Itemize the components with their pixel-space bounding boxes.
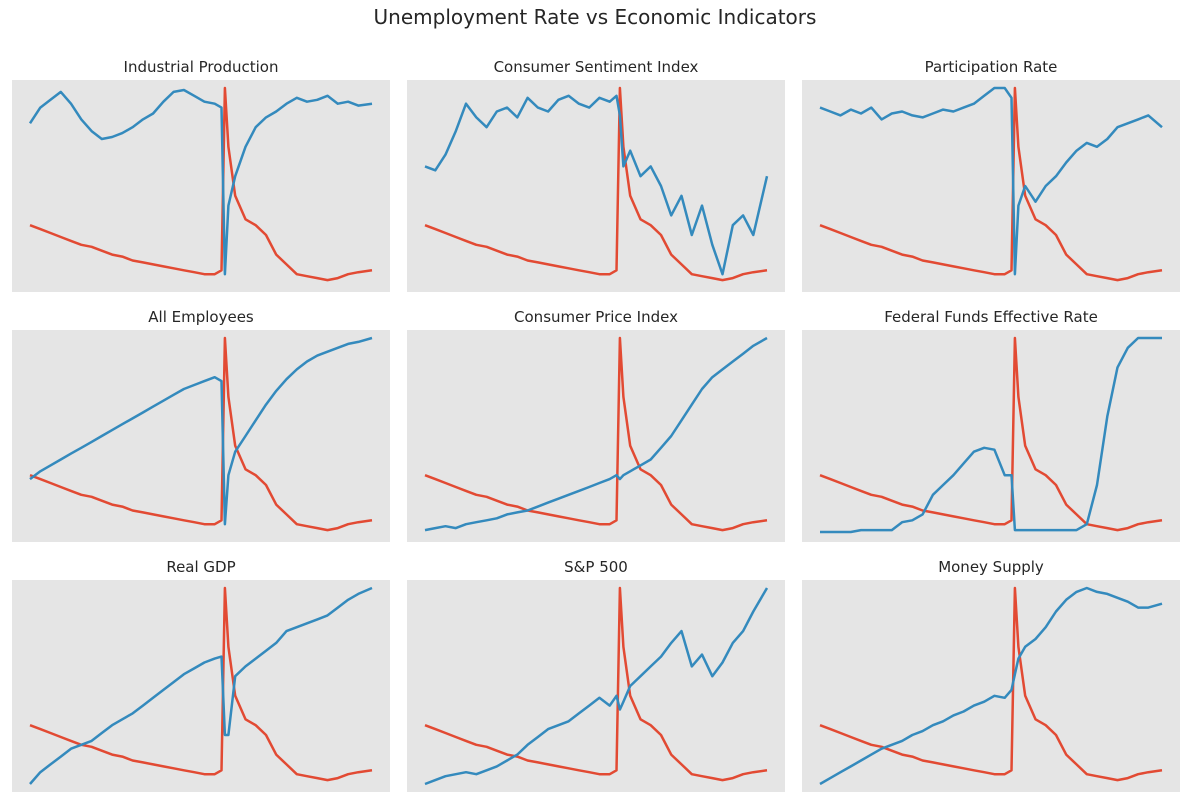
unemployment-line bbox=[29, 586, 373, 782]
panel-all-employees: All Employees bbox=[12, 308, 390, 542]
panel-title: Money Supply bbox=[938, 558, 1044, 576]
indicator-line bbox=[820, 336, 1162, 534]
panel-consumer-sentiment-index: Consumer Sentiment Index bbox=[407, 58, 785, 292]
unemployment-line bbox=[29, 86, 373, 282]
panel-title: Consumer Sentiment Index bbox=[494, 58, 699, 76]
figure-title: Unemployment Rate vs Economic Indicators bbox=[373, 5, 817, 29]
panel-title: Participation Rate bbox=[925, 58, 1058, 76]
unemployment-line bbox=[819, 336, 1163, 532]
panel-title: Real GDP bbox=[166, 558, 235, 576]
panel-background bbox=[802, 330, 1180, 542]
indicator-line bbox=[29, 336, 373, 526]
panel-background bbox=[12, 80, 390, 292]
indicator-line bbox=[29, 586, 373, 785]
panel-background bbox=[12, 330, 390, 542]
indicator-line bbox=[424, 336, 768, 532]
panel-consumer-price-index: Consumer Price Index bbox=[407, 308, 785, 542]
indicator-line bbox=[28, 88, 373, 276]
panel-background bbox=[802, 580, 1180, 792]
unemployment-line bbox=[424, 86, 768, 282]
unemployment-line bbox=[424, 336, 768, 532]
indicator-line bbox=[819, 86, 1163, 276]
panel-industrial-production: Industrial Production bbox=[12, 58, 390, 292]
panel-background bbox=[407, 330, 785, 542]
panel-background bbox=[407, 580, 785, 792]
panel-participation-rate: Participation Rate bbox=[802, 58, 1180, 292]
unemployment-line bbox=[29, 336, 373, 532]
unemployment-line bbox=[819, 86, 1163, 282]
panel-federal-funds-effective-rate: Federal Funds Effective Rate bbox=[802, 308, 1180, 542]
panel-background bbox=[407, 80, 785, 292]
unemployment-line bbox=[424, 586, 768, 782]
unemployment-line bbox=[819, 586, 1163, 782]
panel-background bbox=[802, 80, 1180, 292]
panel-title: All Employees bbox=[148, 308, 254, 326]
panel-title: Consumer Price Index bbox=[514, 308, 678, 326]
indicator-line bbox=[424, 587, 769, 786]
panel-money-supply: Money Supply bbox=[802, 558, 1180, 792]
panel-s-p-500: S&P 500 bbox=[407, 558, 785, 792]
panel-title: S&P 500 bbox=[564, 558, 628, 576]
panel-title: Federal Funds Effective Rate bbox=[884, 308, 1098, 326]
panel-title: Industrial Production bbox=[124, 58, 279, 76]
indicator-line bbox=[819, 586, 1163, 786]
indicator-line bbox=[424, 94, 769, 276]
panel-real-gdp: Real GDP bbox=[12, 558, 390, 792]
